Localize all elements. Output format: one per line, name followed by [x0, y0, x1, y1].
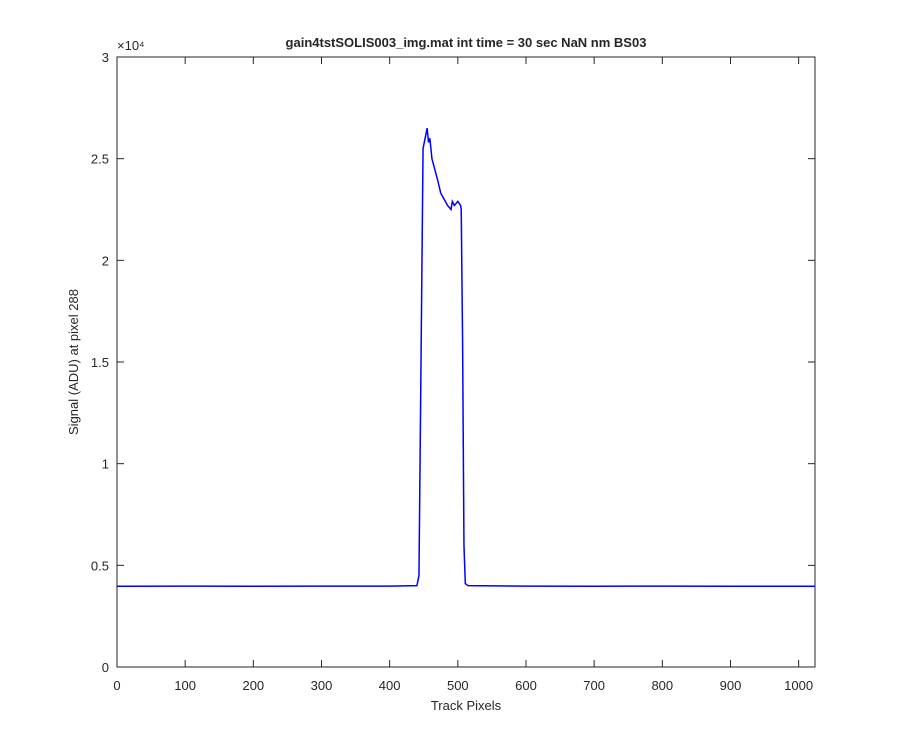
x-tick-label: 200: [242, 678, 264, 693]
x-tick-label: 500: [447, 678, 469, 693]
x-axis-label: Track Pixels: [431, 698, 502, 713]
x-tick-label: 900: [720, 678, 742, 693]
x-tick-label: 0: [113, 678, 120, 693]
data-line: [116, 128, 815, 588]
x-tick-label: 700: [583, 678, 605, 693]
y-tick-label: 0.5: [91, 558, 109, 573]
y-exponent: ×10⁴: [117, 38, 145, 53]
y-tick-label: 2.5: [91, 152, 109, 167]
y-tick-label: 3: [102, 50, 109, 65]
y-tick-label: 1: [102, 457, 109, 472]
y-tick-label: 1.5: [91, 355, 109, 370]
plot-area: [116, 56, 816, 668]
y-axis-label: Signal (ADU) at pixel 288: [66, 289, 81, 435]
x-tick-label: 300: [311, 678, 333, 693]
y-tick-label: 0: [102, 660, 109, 675]
x-tick-label: 1000: [784, 678, 813, 693]
chart-title: gain4tstSOLIS003_img.mat int time = 30 s…: [286, 35, 647, 50]
x-tick-label: 100: [174, 678, 196, 693]
x-tick-label: 600: [515, 678, 537, 693]
y-tick-label: 2: [102, 253, 109, 268]
x-tick-label: 800: [651, 678, 673, 693]
x-tick-label: 400: [379, 678, 401, 693]
